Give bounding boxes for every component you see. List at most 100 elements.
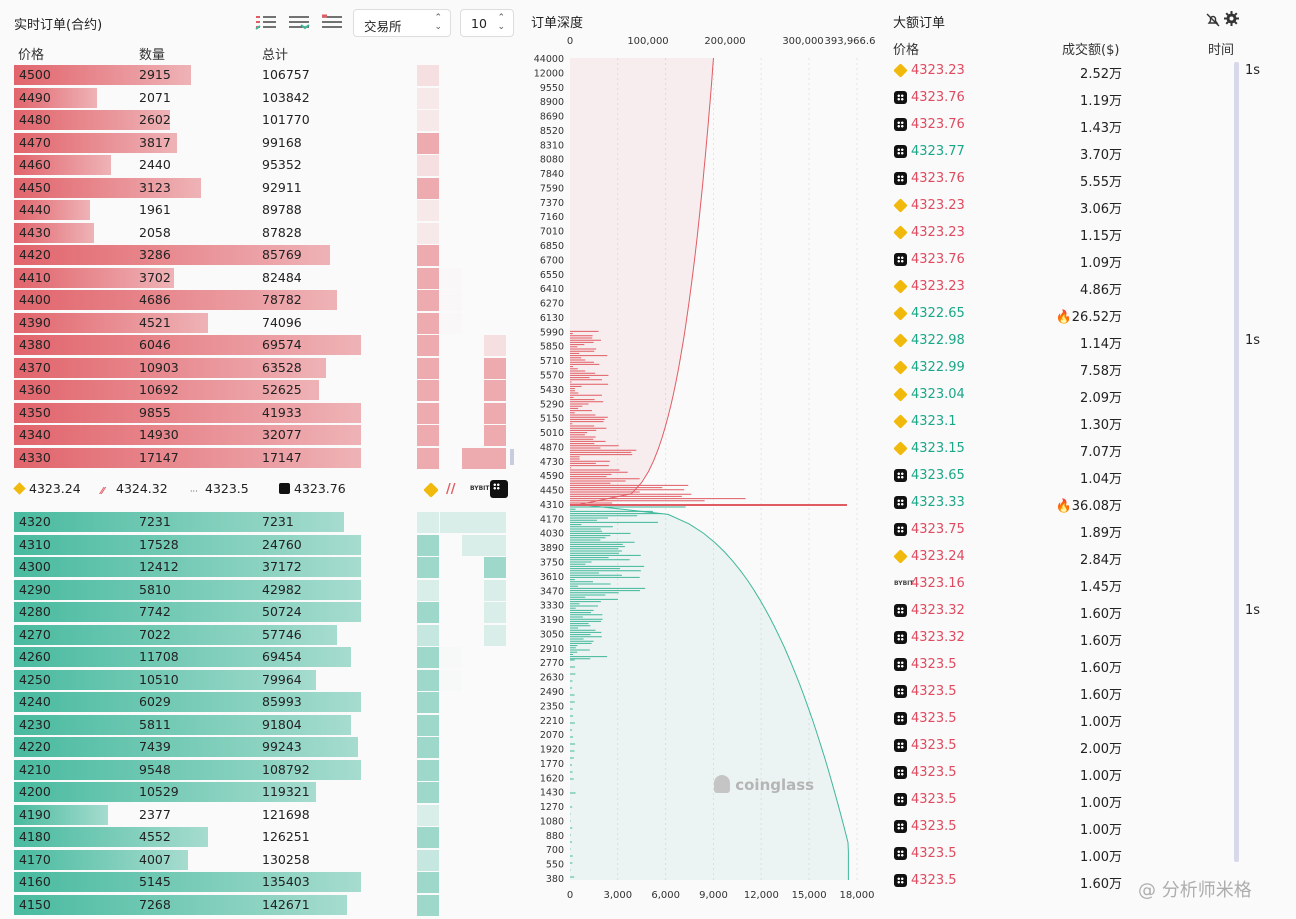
ask-row[interactable]: 4460 2440 95352: [14, 154, 364, 175]
ask-row[interactable]: 4350 9855 41933: [14, 402, 364, 423]
large-order-row[interactable]: 4323.5 1.60万: [892, 652, 1232, 679]
large-order-amount-value: 3.70万: [1080, 148, 1122, 163]
large-order-row[interactable]: 4323.23 3.06万: [892, 193, 1232, 220]
large-order-row[interactable]: 4323.23 4.86万: [892, 274, 1232, 301]
ask-row[interactable]: 4480 2602 101770: [14, 109, 364, 130]
ask-row[interactable]: 4360 10692 52625: [14, 379, 364, 400]
large-order-row[interactable]: 4323.32 1.60万: [892, 625, 1232, 652]
settings-gear-icon[interactable]: [1224, 11, 1239, 26]
bid-row[interactable]: 4200 10529 119321: [14, 781, 364, 802]
large-order-row[interactable]: 4323.32 1.60万 1s: [892, 598, 1260, 625]
ask-row[interactable]: 4450 3123 92911: [14, 177, 364, 198]
large-order-row[interactable]: 4323.23 2.52万 1s: [892, 58, 1260, 85]
large-order-row[interactable]: 4323.5 1.60万: [892, 868, 1232, 895]
large-order-row[interactable]: 4323.5 1.00万: [892, 706, 1232, 733]
bid-row[interactable]: 4190 2377 121698: [14, 804, 364, 825]
bid-row[interactable]: 4310 17528 24760: [14, 534, 364, 555]
large-order-row[interactable]: 4323.65 1.04万: [892, 463, 1232, 490]
exchange-share-cell: [417, 872, 439, 893]
ask-row[interactable]: 4340 14930 32077: [14, 424, 364, 445]
bid-row[interactable]: 4180 4552 126251: [14, 826, 364, 847]
bid-row[interactable]: 4260 11708 69454: [14, 646, 364, 667]
large-order-price: 4322.65: [911, 306, 965, 321]
orderbook-scrollbar[interactable]: [510, 449, 514, 465]
bid-row[interactable]: 4250 10510 79964: [14, 669, 364, 690]
ask-row[interactable]: 4440 1961 89788: [14, 199, 364, 220]
ask-row[interactable]: 4410 3702 82484: [14, 267, 364, 288]
large-order-row[interactable]: 4323.15 7.07万: [892, 436, 1232, 463]
large-order-row[interactable]: 4323.5 1.60万: [892, 679, 1232, 706]
large-order-row[interactable]: 4323.76 5.55万: [892, 166, 1232, 193]
row-total: 74096: [262, 314, 302, 330]
bid-row[interactable]: 4270 7022 57746: [14, 624, 364, 645]
large-order-row[interactable]: 4322.65 🔥26.52万: [892, 301, 1232, 328]
exchange-select[interactable]: 交易所 ⌃ ⌄: [353, 9, 451, 37]
ask-row[interactable]: 4380 6046 69574: [14, 334, 364, 355]
price-axis-label: 8900: [540, 97, 564, 108]
ask-row[interactable]: 4370 10903 63528: [14, 357, 364, 378]
bid-row[interactable]: 4290 5810 42982: [14, 579, 364, 600]
large-order-row[interactable]: 4323.5 1.00万: [892, 787, 1232, 814]
ask-row[interactable]: 4470 3817 99168: [14, 132, 364, 153]
bid-row[interactable]: 4240 6029 85993: [14, 691, 364, 712]
price-axis-label: 2210: [540, 716, 564, 727]
row-qty: 5810: [139, 581, 171, 597]
mute-bell-icon[interactable]: [1206, 12, 1220, 27]
large-order-row[interactable]: 4322.98 1.14万 1s: [892, 328, 1260, 355]
large-order-row[interactable]: 4323.5 2.00万: [892, 733, 1232, 760]
price-axis-label: 8690: [540, 112, 564, 123]
exchange-share-cell: [440, 512, 462, 533]
large-order-row[interactable]: BYBIT 4323.16 1.45万: [892, 571, 1232, 598]
ask-row[interactable]: 4430 2058 87828: [14, 222, 364, 243]
ask-row[interactable]: 4490 2071 103842: [14, 87, 364, 108]
row-price: 4280: [19, 604, 51, 619]
large-order-amount: 3.06万: [1080, 198, 1122, 217]
large-order-row[interactable]: 4323.5 1.00万: [892, 841, 1232, 868]
large-order-amount-value: 7.58万: [1080, 364, 1122, 379]
large-order-amount-value: 1.00万: [1080, 850, 1122, 865]
bid-row[interactable]: 4230 5811 91804: [14, 714, 364, 735]
large-order-amount: 1.09万: [1080, 252, 1122, 271]
large-order-row[interactable]: 4323.76 1.19万: [892, 85, 1232, 112]
bids-only-view-icon[interactable]: [287, 13, 311, 31]
large-order-row[interactable]: 4323.76 1.09万: [892, 247, 1232, 274]
okx-icon: [894, 712, 907, 725]
large-order-row[interactable]: 4323.33 🔥36.08万: [892, 490, 1232, 517]
bid-row[interactable]: 4220 7439 99243: [14, 736, 364, 757]
bid-row[interactable]: 4210 9548 108792: [14, 759, 364, 780]
ask-row[interactable]: 4420 3286 85769: [14, 244, 364, 265]
exchange-column-icons: // BYBIT: [420, 480, 520, 500]
qty-axis-tick: 9,000: [699, 890, 728, 901]
exchange-share-cell: [417, 804, 439, 826]
bid-row[interactable]: 4280 7742 50724: [14, 601, 364, 622]
bid-row[interactable]: 4300 12412 37172: [14, 556, 364, 577]
depth-bar: [14, 624, 337, 645]
ask-row[interactable]: 4400 4686 78782: [14, 289, 364, 310]
large-order-row[interactable]: 4323.76 1.43万: [892, 112, 1232, 139]
ask-row[interactable]: 4500 2915 106757: [14, 64, 364, 85]
large-order-row[interactable]: 4323.24 2.84万: [892, 544, 1232, 571]
depth-bar: [14, 312, 209, 333]
ask-row[interactable]: 4330 17147 17147: [14, 447, 364, 468]
large-order-row[interactable]: 4323.1 1.30万: [892, 409, 1232, 436]
bid-row[interactable]: 4320 7231 7231: [14, 511, 364, 532]
bid-row[interactable]: 4170 4007 130258: [14, 849, 364, 870]
bid-row[interactable]: 4150 7268 142671: [14, 894, 364, 915]
both-sides-view-icon[interactable]: [254, 13, 278, 31]
asks-only-view-icon[interactable]: [320, 13, 344, 31]
large-order-row[interactable]: 4323.77 3.70万: [892, 139, 1232, 166]
large-order-row[interactable]: 4323.23 1.15万: [892, 220, 1232, 247]
large-order-row[interactable]: 4323.5 1.00万: [892, 760, 1232, 787]
ask-row[interactable]: 4390 4521 74096: [14, 312, 364, 333]
large-order-row[interactable]: 4323.5 1.00万: [892, 814, 1232, 841]
exchange-share-cell: [417, 534, 439, 556]
ref-price-by: ··· 4323.5: [190, 481, 249, 498]
binance-icon: [893, 387, 908, 402]
large-order-row[interactable]: 4322.99 7.58万: [892, 355, 1232, 382]
bid-row[interactable]: 4160 5145 135403: [14, 871, 364, 892]
depth-level-select[interactable]: 10 ⌃ ⌄: [460, 9, 514, 37]
large-order-amount-value: 1.00万: [1080, 823, 1122, 838]
large-order-row[interactable]: 4323.04 2.09万: [892, 382, 1232, 409]
large-order-row[interactable]: 4323.75 1.89万: [892, 517, 1232, 544]
large-orders-scrollbar[interactable]: [1234, 62, 1239, 862]
